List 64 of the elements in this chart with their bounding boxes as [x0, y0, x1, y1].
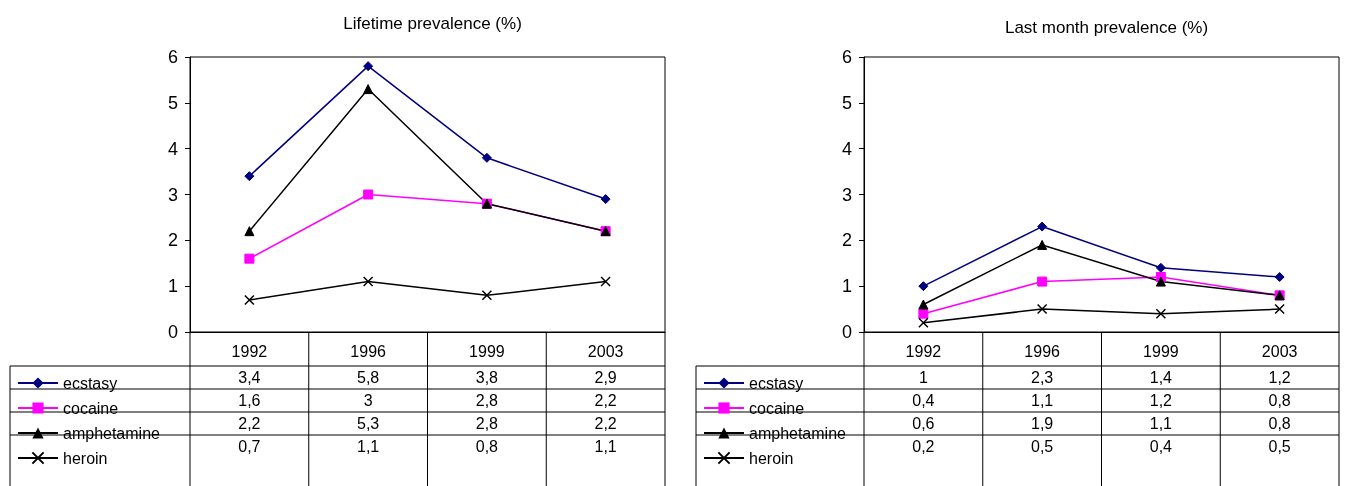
y-tick-label: 4 [841, 138, 852, 159]
legend-label: amphetamine [63, 424, 161, 442]
y-tick-label: 1 [167, 276, 178, 297]
y-tick-label: 4 [167, 138, 178, 159]
x-tick-label: 1992 [905, 342, 942, 360]
legend-label: cocaine [749, 399, 805, 417]
data-label: 2,2 [594, 392, 617, 409]
data-label: 2,3 [1031, 369, 1054, 386]
data-label: 5,8 [357, 369, 380, 386]
y-tick-label: 5 [841, 92, 852, 113]
data-label: 2,2 [594, 415, 617, 432]
legend-label: heroin [63, 449, 108, 467]
data-label: 5,3 [357, 415, 380, 432]
data-label: 1,6 [238, 392, 261, 409]
chart-title: Last month prevalence (%) [1004, 18, 1209, 37]
y-tick-label: 1 [841, 276, 852, 297]
y-tick-label: 6 [841, 47, 852, 67]
y-tick-label: 0 [841, 322, 852, 342]
x-tick-label: 2003 [587, 342, 624, 360]
data-label: 2,8 [475, 392, 499, 409]
data-label: 0,5 [1268, 438, 1291, 455]
data-label: 2,2 [238, 415, 261, 432]
data-label: 0,6 [912, 415, 935, 432]
data-label: 1,1 [1149, 415, 1173, 432]
data-label: 1,2 [1149, 392, 1173, 409]
data-label: 3,4 [238, 369, 261, 386]
legend-label: amphetamine [749, 424, 847, 442]
data-label: 0,8 [475, 438, 499, 455]
data-label: 1,1 [1031, 392, 1054, 409]
data-label: 1,2 [1268, 369, 1291, 386]
data-label: 0,4 [912, 392, 935, 409]
y-tick-label: 3 [167, 184, 178, 205]
y-tick-label: 2 [167, 230, 178, 251]
x-tick-label: 2003 [1261, 342, 1298, 360]
data-label: 0,8 [1268, 392, 1291, 409]
x-tick-label: 1999 [1143, 342, 1179, 360]
x-tick-label: 1999 [469, 342, 505, 360]
x-tick-label: 1996 [350, 342, 387, 360]
data-label: 0,8 [1268, 415, 1291, 432]
data-label: 1,1 [594, 438, 617, 455]
data-label: 1 [918, 369, 928, 386]
data-label: 0,7 [238, 438, 261, 455]
data-label: 1,4 [1149, 369, 1173, 386]
x-tick-label: 1992 [231, 342, 268, 360]
data-label: 2,8 [475, 415, 499, 432]
y-tick-label: 2 [841, 230, 852, 251]
y-tick-label: 3 [841, 184, 852, 205]
data-label: 1,9 [1031, 415, 1054, 432]
data-label: 0,4 [1149, 438, 1173, 455]
data-label: 0,5 [1031, 438, 1054, 455]
legend-label: cocaine [63, 399, 119, 417]
y-tick-label: 0 [167, 322, 178, 342]
data-label: 1,1 [357, 438, 380, 455]
data-label: 0,2 [912, 438, 935, 455]
x-tick-label: 1996 [1024, 342, 1061, 360]
data-label: 3 [363, 392, 373, 409]
legend-label: ecstasy [63, 374, 118, 392]
y-tick-label: 5 [167, 92, 178, 113]
chart-title: Lifetime prevalence (%) [343, 14, 522, 33]
data-label: 3,8 [475, 369, 499, 386]
data-label: 2,9 [594, 369, 617, 386]
y-tick-label: 6 [167, 47, 178, 67]
legend-label: heroin [749, 449, 794, 467]
legend-label: ecstasy [749, 374, 804, 392]
